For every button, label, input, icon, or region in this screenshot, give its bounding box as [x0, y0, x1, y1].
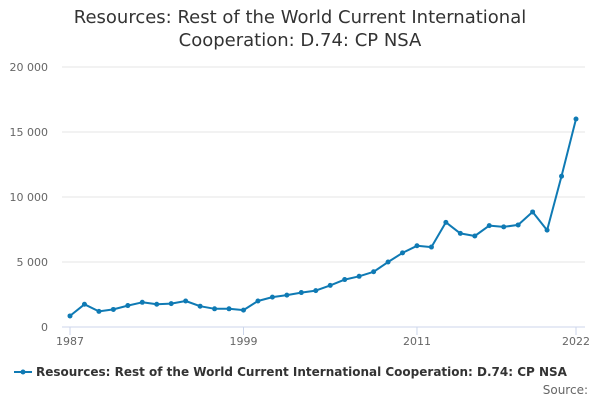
data-point[interactable]	[472, 233, 478, 239]
data-point[interactable]	[226, 306, 232, 312]
data-point[interactable]	[573, 116, 579, 122]
data-point[interactable]	[385, 259, 391, 265]
data-point[interactable]	[371, 269, 377, 275]
series-line	[69, 118, 577, 317]
data-point[interactable]	[269, 294, 275, 300]
data-point[interactable]	[81, 301, 87, 307]
data-point[interactable]	[559, 173, 565, 179]
data-point[interactable]	[313, 288, 319, 294]
legend-label: Resources: Rest of the World Current Int…	[36, 365, 567, 379]
y-tick-label: 15 000	[10, 126, 49, 139]
gridlines	[62, 66, 585, 263]
data-point[interactable]	[414, 243, 420, 249]
data-point[interactable]	[168, 301, 174, 307]
series-group	[67, 116, 579, 319]
source-label: Source:	[542, 383, 588, 397]
data-point[interactable]	[125, 303, 131, 309]
data-point[interactable]	[342, 277, 348, 283]
data-point[interactable]	[183, 298, 189, 304]
x-tick-label: 1999	[229, 335, 257, 348]
chart-title: Resources: Rest of the World Current Int…	[0, 6, 600, 52]
data-point[interactable]	[139, 299, 145, 305]
legend-line-icon	[14, 369, 32, 375]
data-point[interactable]	[486, 223, 492, 229]
y-tick-label: 10 000	[10, 191, 49, 204]
data-point[interactable]	[96, 308, 102, 314]
y-tick-label: 5 000	[17, 256, 49, 269]
data-point[interactable]	[544, 227, 550, 233]
x-tick-label: 2022	[562, 335, 590, 348]
data-point[interactable]	[356, 273, 362, 279]
data-point[interactable]	[67, 313, 73, 319]
data-point[interactable]	[154, 301, 160, 307]
data-point[interactable]	[212, 306, 218, 312]
x-tick-label: 2011	[403, 335, 431, 348]
data-point[interactable]	[501, 224, 507, 230]
chart-title-line-1: Resources: Rest of the World Current Int…	[73, 7, 527, 28]
data-point[interactable]	[457, 230, 463, 236]
data-point[interactable]	[530, 209, 536, 215]
data-point[interactable]	[298, 290, 304, 296]
data-point[interactable]	[284, 292, 290, 298]
y-tick-label: 20 000	[10, 61, 49, 74]
data-point[interactable]	[428, 244, 434, 250]
data-point[interactable]	[443, 219, 449, 225]
legend[interactable]: Resources: Rest of the World Current Int…	[14, 365, 567, 379]
data-point[interactable]	[197, 303, 203, 309]
axes: 0 5 000 10 000 15 000 20 000 1987 1999 2011 2022	[10, 61, 591, 348]
data-point[interactable]	[515, 222, 521, 228]
data-point[interactable]	[255, 298, 261, 304]
data-point[interactable]	[110, 306, 116, 312]
data-point[interactable]	[327, 282, 333, 288]
data-point[interactable]	[240, 307, 246, 313]
chart-title-line-2: Cooperation: D.74: CP NSA	[178, 30, 422, 51]
y-tick-label: 0	[41, 321, 48, 334]
data-point[interactable]	[400, 250, 406, 256]
x-tick-label: 1987	[56, 335, 84, 348]
